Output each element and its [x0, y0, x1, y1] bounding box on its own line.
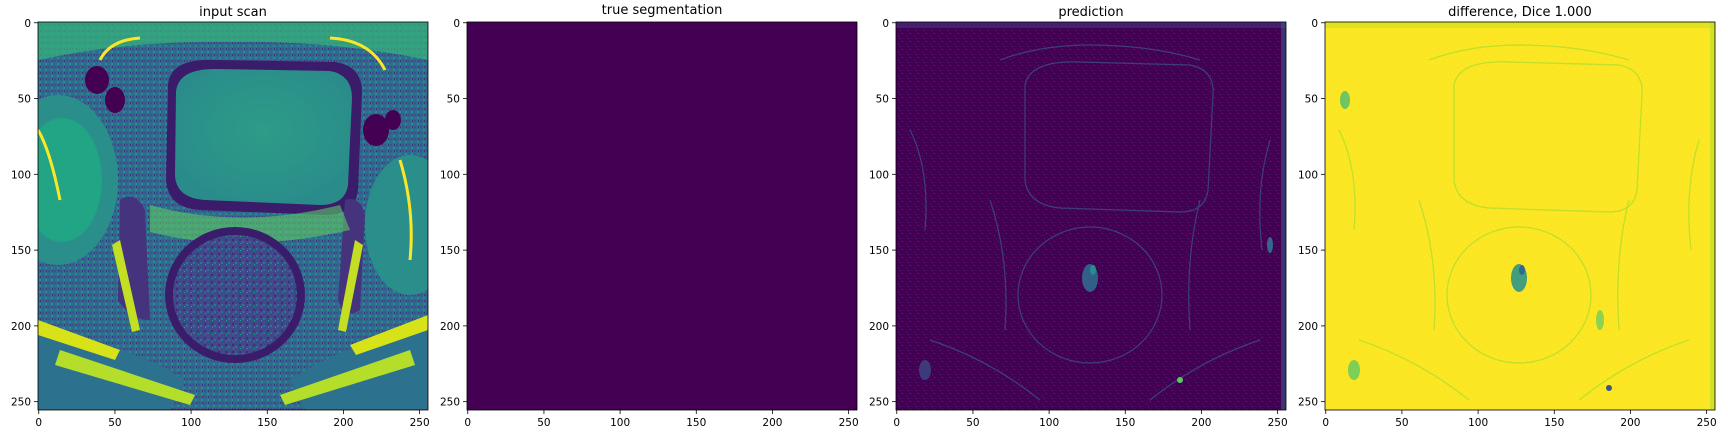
prediction-image	[896, 22, 1286, 410]
panel-title: input scan	[199, 5, 267, 20]
panel-true-segmentation: true segmentation	[466, 3, 858, 411]
axes-frame	[895, 21, 1287, 411]
y-tick-label: 150	[11, 245, 31, 257]
y-tick-label: 200	[11, 321, 31, 333]
y-tick-label: 200	[869, 321, 889, 333]
x-tick-label: 250	[1268, 417, 1288, 429]
x-tick-label: 50	[108, 417, 121, 429]
y-tick-label: 0	[24, 18, 31, 30]
axes-frame	[466, 21, 858, 411]
y-tick-label: 0	[453, 18, 460, 30]
x-tick-label: 50	[537, 417, 550, 429]
y-tick-label: 150	[1298, 245, 1318, 257]
panel-input-scan: input scan	[37, 5, 429, 411]
x-tick-label: 200	[1191, 417, 1211, 429]
mri-image	[38, 22, 428, 410]
y-tick-label: 50	[18, 94, 31, 106]
x-tick-label: 50	[1395, 417, 1408, 429]
y-tick-label: 100	[1298, 169, 1318, 181]
x-tick-label: 150	[1544, 417, 1564, 429]
x-tick-label: 150	[257, 417, 277, 429]
y-tick-label: 50	[447, 94, 460, 106]
y-tick-label: 100	[869, 169, 889, 181]
y-tick-label: 200	[440, 321, 460, 333]
panel-title: prediction	[1058, 5, 1123, 20]
y-tick-label: 0	[882, 18, 889, 30]
x-tick-label: 250	[410, 417, 430, 429]
x-tick-label: 100	[610, 417, 630, 429]
y-tick-label: 250	[869, 397, 889, 409]
x-tick-label: 250	[839, 417, 859, 429]
y-tick-label: 100	[440, 169, 460, 181]
tick-layer: 0 50 100 150 200 250 0 50 100 150 200 250 0 50 100 150 2…	[11, 18, 1717, 429]
x-tick-label: 100	[1039, 417, 1059, 429]
y-tick-label: 0	[1311, 18, 1318, 30]
x-tick-label: 250	[1697, 417, 1717, 429]
y-tick-label: 50	[1305, 94, 1318, 106]
axes-frame	[37, 21, 429, 411]
x-tick-label: 150	[686, 417, 706, 429]
x-tick-label: 50	[966, 417, 979, 429]
segmentation-image	[467, 22, 857, 410]
x-tick-label: 0	[893, 417, 900, 429]
x-tick-label: 100	[181, 417, 201, 429]
y-tick-label: 150	[440, 245, 460, 257]
x-tick-label: 200	[762, 417, 782, 429]
y-tick-label: 250	[11, 397, 31, 409]
x-tick-label: 100	[1468, 417, 1488, 429]
x-tick-label: 0	[1322, 417, 1329, 429]
panel-title: difference, Dice 1.000	[1448, 5, 1592, 20]
y-tick-label: 200	[1298, 321, 1318, 333]
y-tick-label: 50	[876, 94, 889, 106]
panel-prediction: prediction	[895, 5, 1287, 411]
y-tick-label: 150	[869, 245, 889, 257]
difference-image	[1325, 22, 1715, 410]
panel-title: true segmentation	[602, 3, 723, 18]
x-tick-label: 0	[464, 417, 471, 429]
y-tick-label: 250	[1298, 397, 1318, 409]
axes-frame	[1324, 21, 1716, 411]
x-tick-label: 0	[35, 417, 42, 429]
y-tick-label: 250	[440, 397, 460, 409]
y-tick-label: 100	[11, 169, 31, 181]
x-tick-label: 200	[333, 417, 353, 429]
x-tick-label: 150	[1115, 417, 1135, 429]
panel-difference: difference, Dice 1.000	[1324, 5, 1716, 411]
x-tick-label: 200	[1620, 417, 1640, 429]
